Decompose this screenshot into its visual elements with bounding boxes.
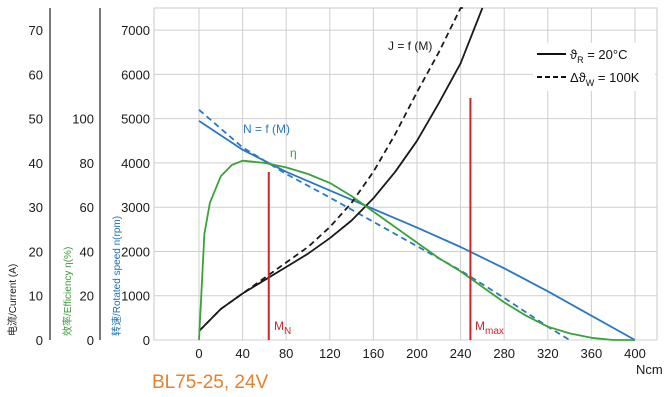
speed-curve-dashed xyxy=(198,109,571,341)
x-tick-label: 320 xyxy=(537,346,559,361)
speed-curve-label: N = f (M) xyxy=(243,122,290,136)
speed-tick-label: 1000 xyxy=(121,289,150,304)
speed-tick-label: 4000 xyxy=(121,156,150,171)
current-tick-label: 50 xyxy=(29,112,43,127)
current-tick-label: 40 xyxy=(29,156,43,171)
current-tick-label: 60 xyxy=(29,67,43,82)
current-axis-title: 电流/Current (A) xyxy=(6,264,19,336)
efficiency-tick-label: 20 xyxy=(80,289,94,304)
current-tick-label: 10 xyxy=(29,289,43,304)
legend-dashed-label: ΔϑW = 100K xyxy=(570,70,640,88)
efficiency-axis-title: 效率/Efficiency η(%) xyxy=(61,247,74,336)
x-tick-label: 120 xyxy=(319,346,341,361)
current-curve-solid xyxy=(198,7,484,332)
efficiency-tick-label: 40 xyxy=(80,244,94,259)
efficiency-tick-label: 0 xyxy=(87,333,94,348)
chart-caption: BL75-25, 24V xyxy=(152,372,269,393)
current-tick-label: 0 xyxy=(36,333,43,348)
speed-tick-label: 7000 xyxy=(121,23,150,38)
x-tick-label: 280 xyxy=(493,346,515,361)
efficiency-tick-label: 100 xyxy=(72,112,94,127)
current-tick-label: 20 xyxy=(29,244,43,259)
efficiency-curve-solid xyxy=(198,159,635,341)
speed-tick-label: 5000 xyxy=(121,112,150,127)
x-tick-label: 360 xyxy=(581,346,603,361)
current-curve-dashed xyxy=(198,7,467,332)
marker-layer xyxy=(267,98,472,340)
x-tick-label: 160 xyxy=(363,346,385,361)
series-layer xyxy=(198,7,636,341)
legend-solid-label: ϑR = 20°C xyxy=(570,47,627,65)
speed-axis-title: 转速/Rotated speed n(rpm) xyxy=(110,216,123,336)
marker-mmax-label: Mmax xyxy=(475,319,504,337)
efficiency-curve-label: η xyxy=(290,146,297,160)
axes: 0 40 80 120 160 200 240 280 320 360 40001000200030… xyxy=(29,8,646,361)
marker-mn-label: MN xyxy=(274,319,291,337)
efficiency-tick-label: 60 xyxy=(80,200,94,215)
current-tick-label: 70 xyxy=(29,23,43,38)
legend: ϑR = 20°C ΔϑW = 100K xyxy=(533,43,655,91)
speed-tick-label: 3000 xyxy=(121,200,150,215)
current-curve-label: J = f (M) xyxy=(388,39,432,53)
x-tick-label: 400 xyxy=(624,346,646,361)
current-tick-label: 30 xyxy=(29,200,43,215)
x-tick-label: 200 xyxy=(406,346,428,361)
x-unit-label: Ncm xyxy=(636,362,663,377)
speed-tick-label: 6000 xyxy=(121,67,150,82)
x-tick-label: 80 xyxy=(279,346,293,361)
speed-tick-label: 0 xyxy=(143,333,150,348)
efficiency-tick-label: 80 xyxy=(80,156,94,171)
x-tick-label: 0 xyxy=(195,346,202,361)
speed-tick-label: 2000 xyxy=(121,244,150,259)
x-tick-label: 40 xyxy=(235,346,249,361)
x-tick-label: 240 xyxy=(450,346,472,361)
